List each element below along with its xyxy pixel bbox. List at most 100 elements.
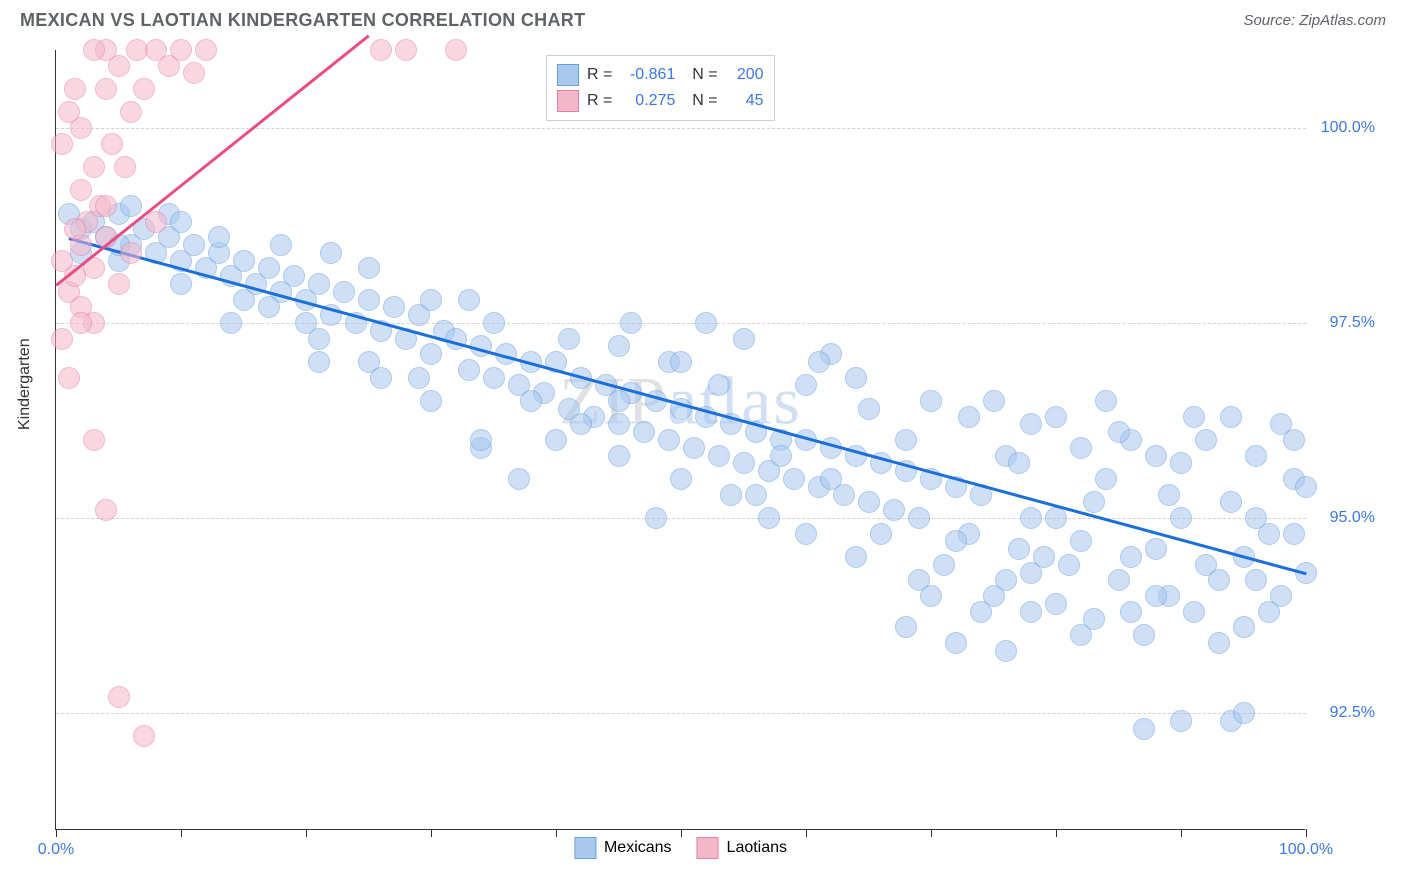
data-point — [183, 62, 205, 84]
gridline — [56, 518, 1306, 519]
data-point — [1170, 507, 1192, 529]
data-point — [733, 328, 755, 350]
legend-r-label: R = — [587, 66, 612, 84]
data-point — [420, 390, 442, 412]
data-point — [1120, 601, 1142, 623]
data-point — [545, 429, 567, 451]
data-point — [895, 429, 917, 451]
data-point — [945, 632, 967, 654]
data-point — [420, 343, 442, 365]
data-point — [633, 421, 655, 443]
data-point — [270, 234, 292, 256]
data-point — [795, 523, 817, 545]
y-tick-label: 95.0% — [1330, 509, 1375, 527]
data-point — [70, 312, 92, 334]
data-point — [783, 468, 805, 490]
data-point — [1195, 429, 1217, 451]
data-point — [1183, 601, 1205, 623]
data-point — [1045, 593, 1067, 615]
data-point — [170, 273, 192, 295]
data-point — [470, 429, 492, 451]
data-point — [83, 156, 105, 178]
data-point — [145, 211, 167, 233]
data-point — [795, 374, 817, 396]
x-tick — [306, 829, 307, 837]
data-point — [233, 250, 255, 272]
data-point — [308, 328, 330, 350]
data-point — [808, 351, 830, 373]
data-point — [1070, 624, 1092, 646]
x-tick — [806, 829, 807, 837]
data-point — [408, 367, 430, 389]
data-point — [1220, 491, 1242, 513]
data-point — [845, 367, 867, 389]
data-point — [670, 351, 692, 373]
data-point — [64, 78, 86, 100]
data-point — [608, 413, 630, 435]
data-point — [1170, 452, 1192, 474]
legend-row: R = 0.275 N = 45 — [557, 88, 764, 114]
data-point — [983, 390, 1005, 412]
data-point — [1045, 406, 1067, 428]
data-point — [933, 554, 955, 576]
data-point — [395, 39, 417, 61]
data-point — [708, 374, 730, 396]
data-point — [64, 218, 86, 240]
data-point — [858, 398, 880, 420]
data-point — [114, 156, 136, 178]
x-tick-label: 100.0% — [1279, 841, 1333, 859]
data-point — [908, 507, 930, 529]
data-point — [120, 101, 142, 123]
data-point — [733, 452, 755, 474]
x-tick — [681, 829, 682, 837]
data-point — [1283, 429, 1305, 451]
data-point — [520, 390, 542, 412]
data-point — [1220, 406, 1242, 428]
data-point — [133, 78, 155, 100]
data-point — [133, 725, 155, 747]
data-point — [58, 367, 80, 389]
data-point — [645, 507, 667, 529]
legend-swatch — [697, 837, 719, 859]
y-tick-label: 92.5% — [1330, 704, 1375, 722]
chart-source: Source: ZipAtlas.com — [1243, 12, 1386, 29]
data-point — [1070, 530, 1092, 552]
data-point — [920, 585, 942, 607]
gridline — [56, 323, 1306, 324]
data-point — [1020, 601, 1042, 623]
gridline — [56, 713, 1306, 714]
data-point — [945, 530, 967, 552]
series-legend: MexicansLaotians — [574, 837, 787, 859]
series-legend-label: Laotians — [727, 839, 788, 857]
data-point — [95, 499, 117, 521]
data-point — [458, 289, 480, 311]
legend-n-label: N = — [683, 92, 717, 110]
data-point — [51, 328, 73, 350]
data-point — [95, 195, 117, 217]
data-point — [170, 39, 192, 61]
data-point — [1095, 468, 1117, 490]
data-point — [620, 312, 642, 334]
correlation-legend: R = -0.861 N = 200R = 0.275 N = 45 — [546, 55, 775, 121]
data-point — [608, 390, 630, 412]
data-point — [720, 484, 742, 506]
data-point — [970, 601, 992, 623]
legend-n-value: 45 — [726, 92, 764, 110]
data-point — [1208, 632, 1230, 654]
data-point — [1145, 585, 1167, 607]
data-point — [695, 312, 717, 334]
x-tick — [431, 829, 432, 837]
data-point — [258, 257, 280, 279]
data-point — [1158, 484, 1180, 506]
series-legend-item: Laotians — [697, 837, 788, 859]
data-point — [920, 390, 942, 412]
data-point — [70, 179, 92, 201]
legend-swatch — [557, 90, 579, 112]
data-point — [608, 445, 630, 467]
data-point — [1020, 562, 1042, 584]
data-point — [883, 499, 905, 521]
data-point — [195, 39, 217, 61]
data-point — [483, 367, 505, 389]
data-point — [670, 468, 692, 490]
data-point — [383, 296, 405, 318]
